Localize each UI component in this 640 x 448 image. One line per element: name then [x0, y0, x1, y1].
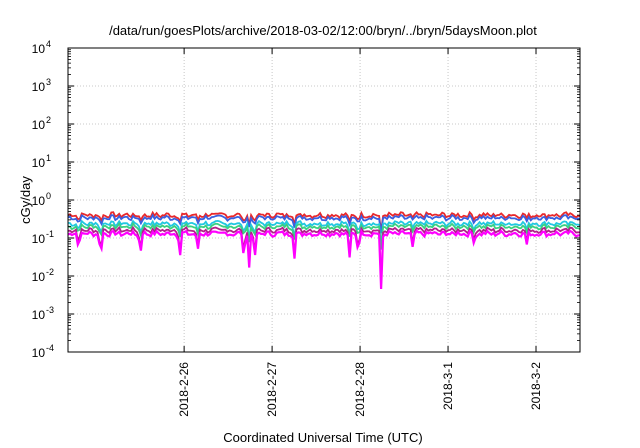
y-tick-label: 10	[32, 118, 46, 132]
series-line-6	[67, 228, 581, 289]
y-tick-exponent: 2	[46, 115, 51, 125]
y-tick-label: 10	[32, 346, 46, 360]
grid	[68, 48, 580, 352]
y-tick-exponent: 0	[46, 191, 51, 201]
y-tick-exponent: -3	[46, 305, 54, 315]
y-tick-label: 10	[32, 270, 46, 284]
series-line-1	[67, 210, 580, 232]
x-axis: 2018-2-26 2018-2-27 2018-2-28 2018-3-1 2018-…	[177, 48, 543, 417]
x-axis-label: Coordinated Universal Time (UTC)	[223, 430, 422, 445]
chart-title: /data/run/goesPlots/archive/2018-03-02/1…	[109, 23, 537, 38]
series-line-2	[67, 213, 581, 234]
y-axis-label: cGy/day	[18, 176, 33, 224]
y-tick-label: 10	[32, 42, 46, 56]
y-tick-exponent: 1	[46, 153, 51, 163]
series-line-4	[67, 221, 581, 250]
y-tick-label: 10	[32, 308, 46, 322]
series-line-5	[67, 225, 581, 285]
y-tick-exponent: -2	[46, 267, 54, 277]
y-tick-label: 10	[32, 80, 46, 94]
y-tick-label: 10	[32, 156, 46, 170]
series-group	[67, 210, 581, 289]
x-tick-label: 2018-3-1	[441, 362, 455, 410]
y-tick-exponent: 3	[46, 77, 51, 87]
y-tick-exponent: 4	[46, 39, 51, 49]
x-tick-label: 2018-3-2	[529, 362, 543, 410]
y-tick-exponent: -1	[46, 229, 54, 239]
y-tick-label: 10	[32, 232, 46, 246]
y-tick-exponent: -4	[46, 343, 54, 353]
x-tick-label: 2018-2-28	[353, 362, 367, 417]
x-tick-label: 2018-2-26	[177, 362, 191, 417]
x-tick-label: 2018-2-27	[265, 362, 279, 417]
series-line-3	[67, 219, 581, 247]
y-tick-label: 10	[32, 194, 46, 208]
